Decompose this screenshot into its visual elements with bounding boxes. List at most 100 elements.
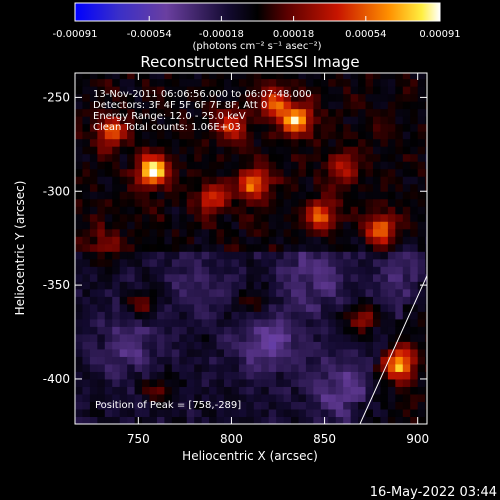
heatmap-cell bbox=[75, 78, 83, 87]
heatmap-cell bbox=[261, 191, 270, 200]
heatmap-cell bbox=[328, 93, 337, 102]
heatmap-cell bbox=[223, 348, 232, 357]
heatmap-cell bbox=[268, 168, 277, 177]
heatmap-cell bbox=[97, 206, 106, 215]
heatmap-cell bbox=[350, 266, 359, 275]
heatmap-cell bbox=[127, 363, 136, 372]
heatmap-cell bbox=[358, 386, 367, 395]
heatmap-cell bbox=[149, 408, 158, 417]
heatmap-cell bbox=[283, 296, 292, 305]
heatmap-cell bbox=[82, 243, 91, 252]
heatmap-cell bbox=[298, 341, 307, 350]
heatmap-cell bbox=[142, 213, 150, 222]
heatmap-cell bbox=[328, 288, 337, 297]
heatmap-cell bbox=[142, 146, 150, 155]
heatmap-cell bbox=[179, 153, 188, 162]
heatmap-cell bbox=[112, 266, 121, 275]
heatmap-cell bbox=[253, 363, 262, 372]
heatmap-cell bbox=[365, 73, 374, 80]
heatmap-cell bbox=[365, 341, 374, 350]
heatmap-cell bbox=[291, 341, 299, 350]
heatmap-cell bbox=[365, 138, 374, 147]
heatmap-cell bbox=[209, 311, 218, 320]
heatmap-cell bbox=[350, 221, 359, 230]
heatmap-cell bbox=[328, 73, 337, 80]
heatmap-cell bbox=[112, 273, 121, 282]
heatmap-cell bbox=[231, 146, 240, 155]
heatmap-cell bbox=[365, 228, 374, 237]
heatmap-cell bbox=[365, 378, 374, 387]
heatmap-cell bbox=[216, 176, 225, 185]
heatmap-cell bbox=[231, 168, 240, 177]
heatmap-cell bbox=[127, 326, 136, 335]
heatmap-cell bbox=[261, 393, 270, 402]
heatmap-cell bbox=[134, 378, 143, 387]
heatmap-cell bbox=[112, 131, 121, 140]
heatmap-cell bbox=[305, 93, 314, 102]
heatmap-cell bbox=[82, 318, 91, 327]
heatmap-cell bbox=[305, 393, 314, 402]
heatmap-cell bbox=[75, 333, 83, 342]
heatmap-cell bbox=[335, 363, 344, 372]
heatmap-cell bbox=[171, 73, 180, 80]
heatmap-cell bbox=[246, 243, 255, 252]
heatmap-cell bbox=[97, 73, 106, 80]
heatmap-cell bbox=[276, 273, 285, 282]
heatmap-cell bbox=[119, 176, 128, 185]
heatmap-cell bbox=[231, 228, 240, 237]
heatmap-cell bbox=[320, 258, 329, 267]
heatmap-cell bbox=[402, 273, 411, 282]
heatmap-cell bbox=[343, 161, 352, 170]
heatmap-cell bbox=[238, 258, 247, 267]
colorbar-tick-label: 0.00054 bbox=[345, 29, 386, 40]
heatmap-cell bbox=[365, 356, 374, 365]
heatmap-cell bbox=[372, 73, 381, 80]
heatmap-cell bbox=[209, 341, 218, 350]
heatmap-cell bbox=[425, 198, 427, 207]
heatmap-cell bbox=[372, 198, 381, 207]
heatmap-cell bbox=[119, 123, 128, 132]
heatmap-cell bbox=[343, 116, 352, 125]
heatmap-cell bbox=[209, 243, 218, 252]
heatmap-cell bbox=[97, 183, 106, 192]
x-tick-label: 850 bbox=[313, 432, 336, 446]
heatmap-cell bbox=[291, 191, 299, 200]
heatmap-cell bbox=[350, 251, 359, 260]
heatmap-cell bbox=[298, 326, 307, 335]
heatmap-cell bbox=[171, 206, 180, 215]
heatmap-cell bbox=[283, 206, 292, 215]
heatmap-cell bbox=[268, 101, 277, 110]
heatmap-cell bbox=[395, 363, 404, 372]
heatmap-cell bbox=[268, 273, 277, 282]
heatmap-cell bbox=[171, 153, 180, 162]
heatmap-cell bbox=[164, 183, 173, 192]
heatmap-cell bbox=[112, 393, 121, 402]
heatmap-cell bbox=[238, 221, 247, 230]
heatmap-cell bbox=[246, 78, 255, 87]
heatmap-cell bbox=[253, 153, 262, 162]
heatmap-cell bbox=[194, 131, 203, 140]
heatmap-cell bbox=[305, 116, 314, 125]
heatmap-cell bbox=[358, 378, 367, 387]
heatmap-cell bbox=[201, 318, 210, 327]
heatmap-cell bbox=[89, 116, 98, 125]
heatmap-cell bbox=[164, 251, 173, 260]
heatmap-cell bbox=[97, 288, 106, 297]
heatmap-cell bbox=[417, 101, 426, 110]
heatmap-cell bbox=[89, 311, 98, 320]
heatmap-cell bbox=[164, 273, 173, 282]
heatmap-cell bbox=[186, 116, 195, 125]
heatmap-cell bbox=[313, 168, 322, 177]
heatmap-cell bbox=[75, 206, 83, 215]
heatmap-cell bbox=[335, 101, 344, 110]
heatmap-cell bbox=[179, 101, 188, 110]
heatmap-cell bbox=[201, 221, 210, 230]
heatmap-cell bbox=[164, 198, 173, 207]
heatmap-cell bbox=[380, 356, 389, 365]
heatmap-cell bbox=[343, 401, 352, 410]
heatmap-cell bbox=[142, 228, 150, 237]
heatmap-cell bbox=[358, 168, 367, 177]
heatmap-cell bbox=[380, 416, 389, 424]
heatmap-cell bbox=[216, 138, 225, 147]
heatmap-cell bbox=[291, 146, 299, 155]
